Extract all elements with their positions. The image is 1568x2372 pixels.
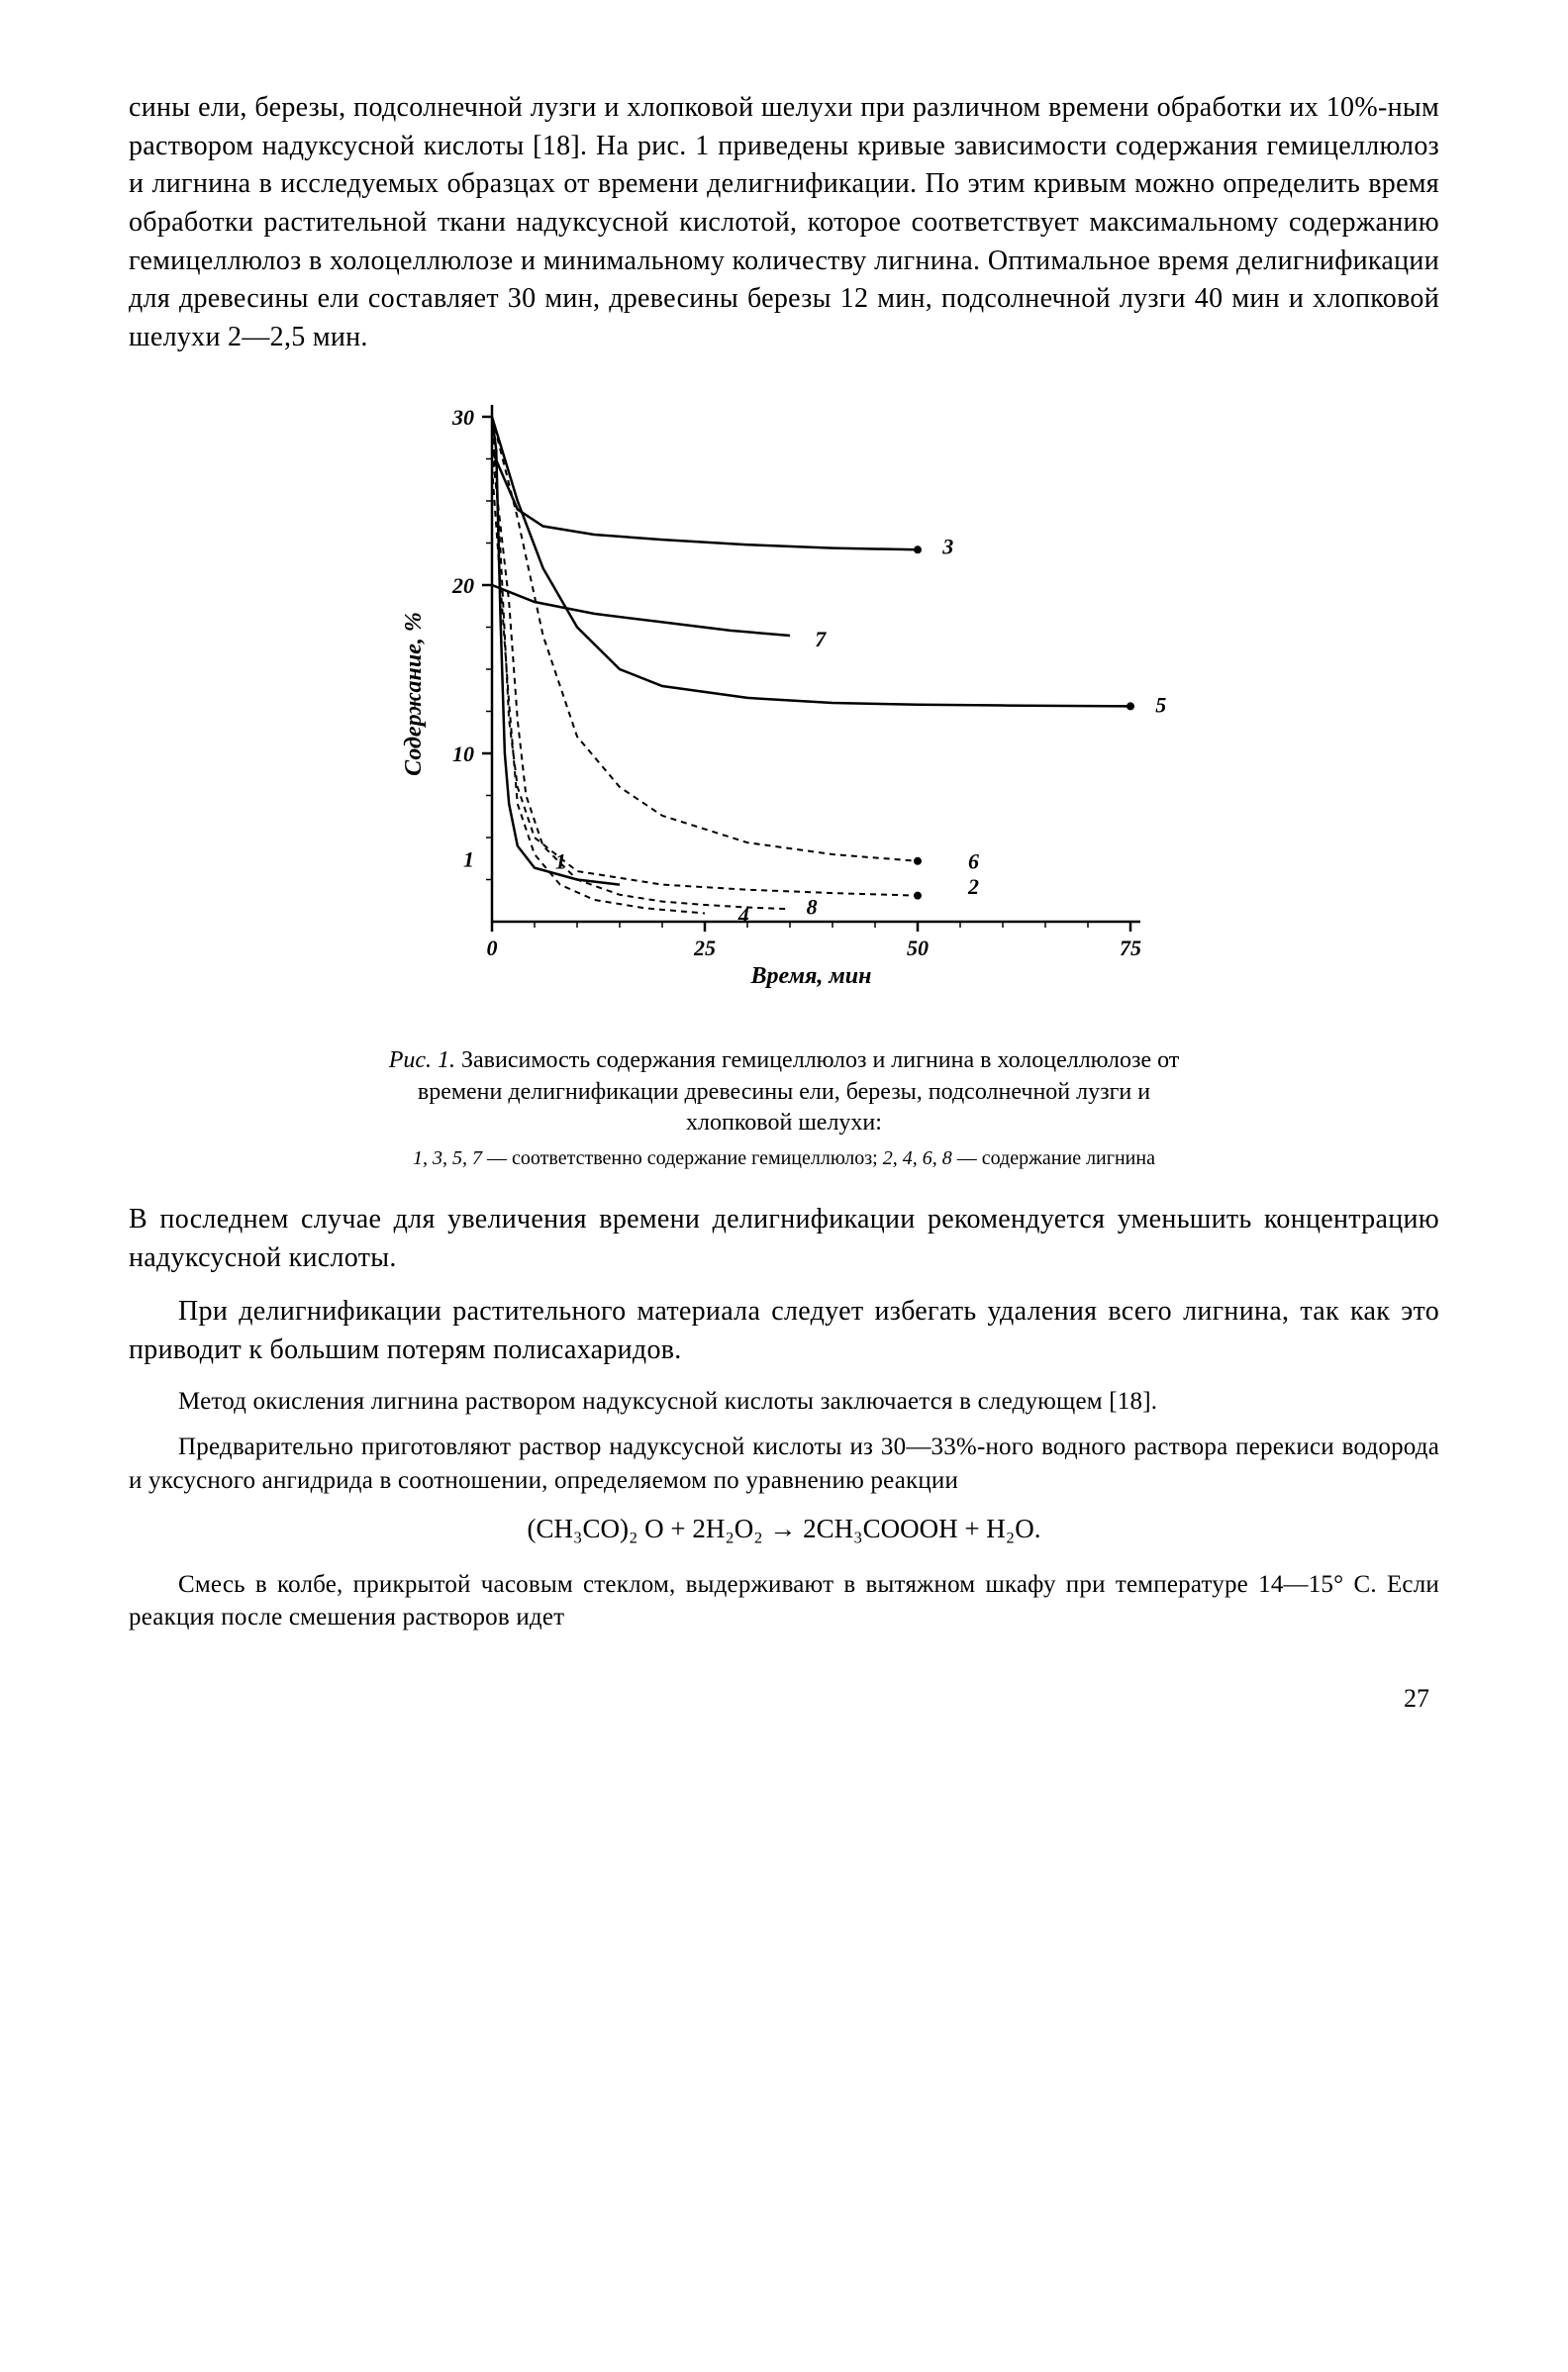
- svg-text:2: 2: [967, 874, 979, 899]
- svg-text:8: 8: [807, 895, 818, 920]
- caption-label: Рис. 1.: [389, 1047, 455, 1073]
- body-paragraph-2: В последнем случае для увеличения времен…: [129, 1201, 1439, 1277]
- figure-1-caption-sub: 1, 3, 5, 7 — соответственно содержание г…: [378, 1146, 1191, 1171]
- figure-1-container: 10203010255075Время, минСодержание, %123…: [129, 372, 1439, 1036]
- svg-text:10: 10: [452, 741, 474, 766]
- svg-text:50: 50: [907, 936, 929, 960]
- method-paragraph-1: Метод окисления лигнина раствором надукс…: [129, 1385, 1439, 1419]
- svg-text:7: 7: [815, 627, 827, 651]
- svg-text:0: 0: [487, 936, 498, 960]
- caption-sub-a: 1, 3, 5, 7: [413, 1147, 482, 1169]
- caption-text: Зависимость содержания гемицеллюлоз и ли…: [418, 1047, 1179, 1135]
- svg-text:Содержание, %: Содержание, %: [401, 613, 427, 777]
- caption-sub-d: — содержание лигнина: [952, 1147, 1155, 1169]
- svg-text:25: 25: [693, 936, 716, 960]
- svg-text:1: 1: [463, 847, 474, 872]
- figure-1-chart: 10203010255075Время, минСодержание, %123…: [378, 392, 1190, 1006]
- chemical-equation: (CH₃CO)₂ O + 2H₂O₂ → 2CH₃COOOH + H₂O.: [129, 1514, 1439, 1544]
- svg-text:30: 30: [451, 405, 474, 430]
- figure-1-caption: Рис. 1. Зависимость содержания гемицеллю…: [378, 1045, 1191, 1138]
- caption-sub-b: — соответственно содержание гемицеллюлоз…: [482, 1147, 883, 1169]
- text: сины ели, березы, подсолнечной лузги и х…: [129, 92, 1439, 352]
- svg-text:3: 3: [941, 535, 953, 559]
- svg-text:Время, мин: Время, мин: [750, 963, 872, 989]
- svg-text:6: 6: [968, 849, 979, 874]
- svg-text:20: 20: [451, 573, 474, 598]
- method-paragraph-3: Смесь в колбе, прикрытой часовым стеклом…: [129, 1568, 1439, 1635]
- caption-sub-c: 2, 4, 6, 8: [883, 1147, 952, 1169]
- body-paragraph-3: При делигнификации растительного материа…: [129, 1293, 1439, 1369]
- body-paragraph-1: сины ели, березы, подсолнечной лузги и х…: [129, 89, 1439, 356]
- svg-text:5: 5: [1155, 693, 1166, 718]
- svg-text:75: 75: [1120, 936, 1141, 960]
- method-paragraph-2: Предварительно приготовляют раствор наду…: [129, 1431, 1439, 1498]
- page-number: 27: [129, 1684, 1439, 1714]
